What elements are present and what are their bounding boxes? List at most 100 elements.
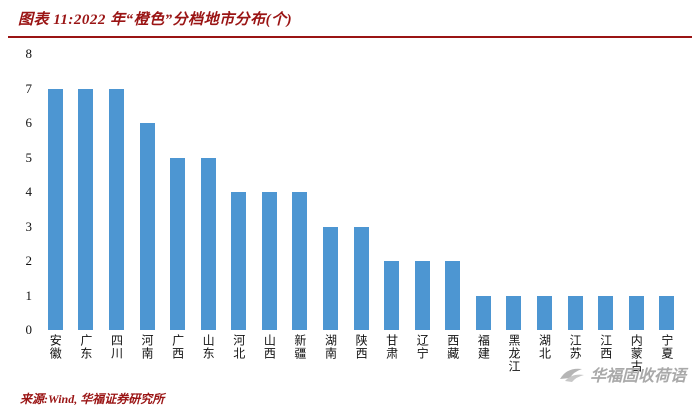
bar-column <box>468 54 499 330</box>
x-label-cell: 山西 <box>254 334 285 373</box>
bar-column <box>193 54 224 330</box>
x-label-cell: 江西 <box>590 334 621 373</box>
bar <box>659 295 675 330</box>
y-tick-label: 1 <box>25 287 33 303</box>
x-label-cell: 广东 <box>71 334 102 373</box>
x-label-cell: 辽宁 <box>407 334 438 373</box>
watermark-text: 华福固收荷语 <box>589 368 686 385</box>
bar <box>322 226 338 330</box>
y-tick-label: 8 <box>25 46 33 61</box>
x-label-cell: 河北 <box>223 334 254 373</box>
bar-column <box>652 54 683 330</box>
bar-column <box>40 54 71 330</box>
x-label-cell: 福建 <box>468 334 499 373</box>
y-tick-label: 5 <box>25 149 33 165</box>
source-note: 来源:Wind, 华福证券研究所 <box>20 392 165 406</box>
x-axis-label: 江苏 <box>568 334 583 360</box>
x-label-cell: 四川 <box>101 334 132 373</box>
bar-column <box>407 54 438 330</box>
bar <box>108 88 124 330</box>
bar <box>567 295 583 330</box>
x-axis-label: 宁夏 <box>659 334 674 360</box>
figure-title: 图表 11:2022 年“橙色”分档地市分布(个) <box>18 12 293 28</box>
x-label-cell: 西藏 <box>438 334 469 373</box>
title-divider <box>8 36 692 38</box>
bar <box>200 157 216 330</box>
x-axis-label: 广西 <box>170 334 185 360</box>
x-axis-label: 内蒙古 <box>629 334 644 373</box>
x-axis-label: 山西 <box>262 334 277 360</box>
x-axis-label: 新疆 <box>292 334 307 360</box>
bar-column <box>285 54 316 330</box>
x-axis: 安徽 广东 四川 河南 广西 山东 河北 山西 新疆 湖南 陕西 甘肃 辽宁 西藏 福建 黑龙江 湖北 江苏 江西内… <box>40 334 682 373</box>
bar <box>445 261 461 330</box>
x-axis-label: 黑龙江 <box>506 334 521 373</box>
x-label-cell: 江苏 <box>560 334 591 373</box>
bar <box>47 88 63 330</box>
x-label-cell: 新疆 <box>285 334 316 373</box>
x-axis-label: 西藏 <box>445 334 460 360</box>
y-tick-label: 0 <box>25 322 33 337</box>
bar-column <box>315 54 346 330</box>
bar <box>475 295 491 330</box>
x-axis-label: 河南 <box>140 334 155 360</box>
y-tick-label: 4 <box>25 184 33 199</box>
bar <box>139 123 155 330</box>
x-axis-label: 山东 <box>201 334 216 360</box>
bar-column <box>590 54 621 330</box>
bar <box>292 192 308 330</box>
bar-column <box>71 54 102 330</box>
x-axis-label: 湖北 <box>537 334 552 360</box>
bar-column <box>223 54 254 330</box>
dove-logo-icon <box>559 368 584 382</box>
bar-column <box>621 54 652 330</box>
bar <box>506 295 522 330</box>
x-label-cell: 山东 <box>193 334 224 373</box>
y-axis: 0 1 2 3 4 5 6 7 8 <box>12 46 40 337</box>
x-label-cell: 广西 <box>162 334 193 373</box>
bar <box>537 295 553 330</box>
x-label-cell: 湖南 <box>315 334 346 373</box>
x-label-cell: 安徽 <box>40 334 71 373</box>
x-axis-label: 广东 <box>78 334 93 360</box>
x-label-cell: 内蒙古 <box>621 334 652 373</box>
bar <box>628 295 644 330</box>
x-label-cell: 陕西 <box>346 334 377 373</box>
x-axis-label: 辽宁 <box>415 334 430 360</box>
x-label-cell: 河南 <box>132 334 163 373</box>
bar-chart: 0 1 2 3 4 5 6 7 8 安徽 广东 四川 河南 广西 山东 河北 山西 新疆 湖南 陕西 甘肃 辽宁 西藏 福建… <box>12 46 682 373</box>
bar-column <box>438 54 469 330</box>
bar <box>384 261 400 330</box>
x-axis-label: 河北 <box>231 334 246 360</box>
bar <box>170 157 186 330</box>
watermark: 华福固收荷语 <box>558 362 686 386</box>
x-axis-label: 四川 <box>109 334 124 360</box>
bar-column <box>101 54 132 330</box>
bar-column <box>162 54 193 330</box>
x-label-cell: 甘肃 <box>376 334 407 373</box>
x-axis-label: 江西 <box>598 334 613 360</box>
plot-wrap: 安徽 广东 四川 河南 广西 山东 河北 山西 新疆 湖南 陕西 甘肃 辽宁 西藏 福建 黑龙江 湖北 江苏 江西内… <box>40 54 682 373</box>
plot-area <box>40 54 682 330</box>
bar <box>261 192 277 330</box>
bar <box>353 226 369 330</box>
x-axis-label: 安徽 <box>48 334 63 360</box>
y-tick-label: 3 <box>25 218 33 234</box>
x-label-cell: 湖北 <box>529 334 560 373</box>
y-tick-label: 7 <box>25 80 33 96</box>
bar <box>231 192 247 330</box>
bar <box>598 295 614 330</box>
bar-column <box>132 54 163 330</box>
x-axis-label: 陕西 <box>354 334 369 360</box>
bar-column <box>529 54 560 330</box>
y-tick-label: 2 <box>25 253 33 268</box>
x-label-cell: 宁夏 <box>652 334 683 373</box>
x-label-cell: 黑龙江 <box>499 334 530 373</box>
y-tick-label: 6 <box>25 115 33 130</box>
bar-column <box>346 54 377 330</box>
bar <box>414 261 430 330</box>
x-axis-label: 福建 <box>476 334 491 360</box>
x-axis-label: 湖南 <box>323 334 338 360</box>
bar-column <box>376 54 407 330</box>
